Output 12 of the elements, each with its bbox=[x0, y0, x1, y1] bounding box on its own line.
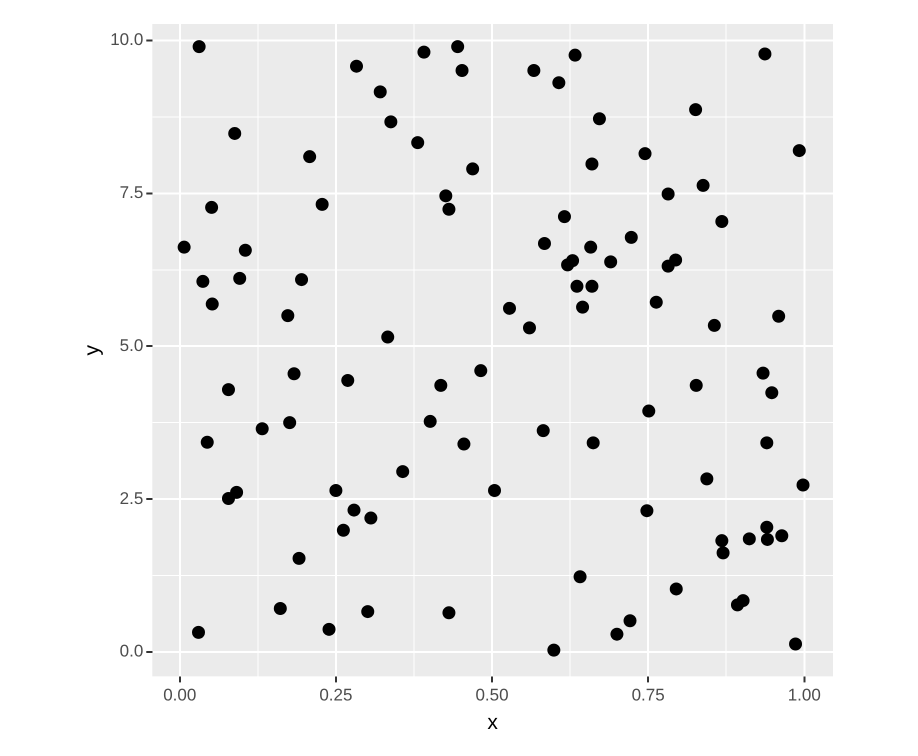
y-tick-label: 5.0 bbox=[120, 336, 144, 355]
x-axis-title: x bbox=[487, 711, 498, 734]
y-tick-label: 10.0 bbox=[110, 30, 144, 50]
x-tick-label: 1.00 bbox=[788, 685, 821, 704]
x-tick-label: 0.25 bbox=[319, 685, 352, 704]
x-tick-label: 0.00 bbox=[163, 685, 196, 704]
x-tick-label: 0.75 bbox=[632, 685, 665, 704]
x-tick-label: 0.50 bbox=[475, 685, 509, 704]
y-axis-title: y bbox=[80, 344, 104, 356]
y-tick-label: 2.5 bbox=[120, 488, 144, 508]
y-tick-label: 0.0 bbox=[120, 642, 144, 661]
y-tick-label: 7.5 bbox=[120, 183, 144, 202]
